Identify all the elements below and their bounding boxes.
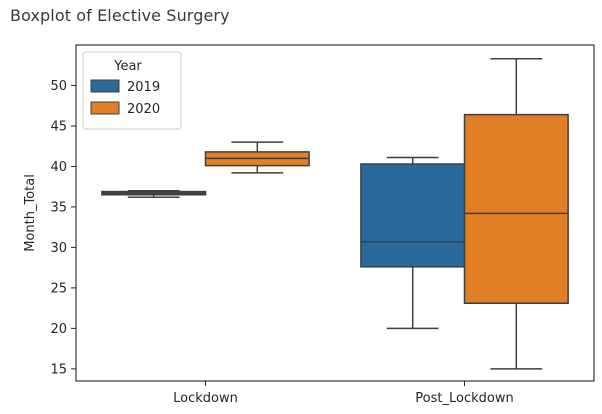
y-tick-label: 50 (50, 79, 67, 94)
y-tick-label: 45 (50, 119, 67, 134)
y-axis-label: Month_Total (23, 174, 38, 252)
legend-label-2020: 2020 (127, 102, 160, 117)
box-2020-post-lockdown-body (463, 113, 569, 305)
page-title: Boxplot of Elective Surgery (10, 6, 230, 25)
x-tick-label-lockdown: Lockdown (173, 391, 238, 406)
legend-swatch-2019 (90, 79, 120, 93)
plot-frame (75, 44, 595, 382)
y-tick-label: 40 (50, 160, 67, 175)
box-2019-post-lockdown-body (360, 163, 466, 268)
y-tick-label: 30 (50, 241, 67, 256)
x-tick-label-post-lockdown: Post_Lockdown (415, 391, 513, 406)
legend-label-2019: 2019 (127, 80, 160, 95)
y-tick-label: 15 (50, 362, 67, 377)
y-tick-label: 20 (50, 322, 67, 337)
y-tick-label: 25 (50, 281, 67, 296)
y-tick-label: 35 (50, 200, 67, 215)
legend-swatch-2020 (90, 101, 120, 115)
legend-title: Year (113, 59, 142, 74)
